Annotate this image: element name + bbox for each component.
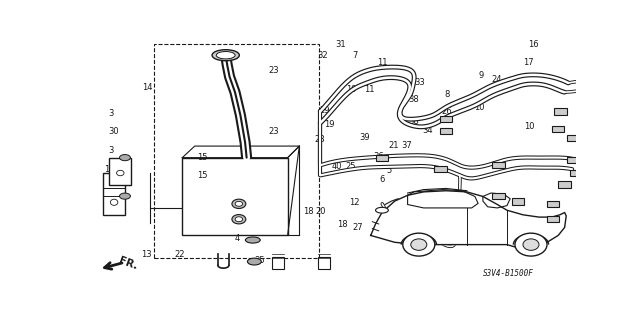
Bar <box>182 158 288 235</box>
Ellipse shape <box>120 155 131 161</box>
Text: 24: 24 <box>492 75 502 84</box>
Bar <box>440 128 452 134</box>
Text: 35: 35 <box>254 256 265 265</box>
Bar <box>434 166 447 172</box>
Bar <box>593 229 605 235</box>
Text: 25: 25 <box>345 161 356 171</box>
Text: 14: 14 <box>141 83 152 92</box>
Text: 16: 16 <box>529 40 539 49</box>
Bar <box>566 135 579 141</box>
Text: 22: 22 <box>174 250 184 259</box>
Bar <box>584 174 596 180</box>
Ellipse shape <box>216 52 235 59</box>
Ellipse shape <box>235 217 243 222</box>
Text: 15: 15 <box>197 153 208 162</box>
Bar <box>511 198 524 204</box>
Text: 27: 27 <box>353 223 363 232</box>
Text: 5: 5 <box>415 193 420 202</box>
Text: 34: 34 <box>422 126 433 135</box>
Text: 7: 7 <box>352 51 358 60</box>
Ellipse shape <box>110 199 118 205</box>
Bar <box>547 201 559 207</box>
Text: 32: 32 <box>317 51 328 60</box>
Ellipse shape <box>235 201 243 206</box>
Text: 4: 4 <box>235 234 240 243</box>
Text: 17: 17 <box>524 58 534 67</box>
Text: 15: 15 <box>197 171 208 180</box>
Bar <box>552 126 564 132</box>
Text: 38: 38 <box>408 116 419 126</box>
Text: 3: 3 <box>109 109 114 118</box>
Text: 18: 18 <box>303 207 314 216</box>
Text: 26: 26 <box>442 108 452 116</box>
Bar <box>103 173 125 215</box>
Bar <box>558 182 571 188</box>
Text: 38: 38 <box>408 95 419 104</box>
Bar <box>547 216 559 222</box>
Text: 19: 19 <box>324 120 335 129</box>
Bar <box>554 108 567 115</box>
Bar <box>566 157 579 163</box>
Text: 39: 39 <box>359 132 369 142</box>
Text: 19: 19 <box>346 85 357 93</box>
Text: 10: 10 <box>524 122 534 131</box>
Text: 36: 36 <box>373 152 384 161</box>
Text: 21: 21 <box>388 141 399 150</box>
Bar <box>271 257 284 269</box>
Text: 11: 11 <box>364 85 374 94</box>
Text: 33: 33 <box>414 78 425 87</box>
Text: 8: 8 <box>444 90 450 99</box>
Text: 12: 12 <box>349 197 360 207</box>
Text: 28: 28 <box>315 135 325 144</box>
Ellipse shape <box>248 258 261 265</box>
Text: 18: 18 <box>337 220 348 229</box>
Ellipse shape <box>232 199 246 209</box>
Text: 13: 13 <box>141 250 151 259</box>
Text: 6: 6 <box>380 175 385 184</box>
Bar <box>593 237 605 243</box>
Bar <box>492 162 505 168</box>
Text: 11: 11 <box>378 58 388 67</box>
Bar <box>318 257 330 269</box>
Text: 3: 3 <box>109 145 114 154</box>
Text: 23: 23 <box>268 127 279 136</box>
Text: 40: 40 <box>332 161 342 171</box>
Text: 23: 23 <box>268 66 279 75</box>
Text: 31: 31 <box>335 40 346 49</box>
Bar <box>440 116 452 122</box>
Bar <box>154 44 319 258</box>
Text: 10: 10 <box>474 102 484 112</box>
Text: 9: 9 <box>478 70 483 80</box>
Bar <box>492 193 505 199</box>
Text: 30: 30 <box>108 127 119 136</box>
Ellipse shape <box>212 50 239 61</box>
Ellipse shape <box>116 170 124 176</box>
Bar <box>376 154 388 161</box>
Text: 2: 2 <box>221 50 227 59</box>
Text: 6: 6 <box>409 202 414 211</box>
Ellipse shape <box>245 237 260 243</box>
Text: 37: 37 <box>401 141 412 150</box>
Text: FR.: FR. <box>117 256 139 271</box>
Bar <box>570 170 582 176</box>
Text: 1: 1 <box>104 165 109 174</box>
Text: 20: 20 <box>316 207 326 216</box>
Ellipse shape <box>120 193 131 199</box>
Bar <box>109 158 131 185</box>
Text: 29: 29 <box>320 106 330 115</box>
Text: 5: 5 <box>386 166 391 175</box>
Ellipse shape <box>232 215 246 224</box>
